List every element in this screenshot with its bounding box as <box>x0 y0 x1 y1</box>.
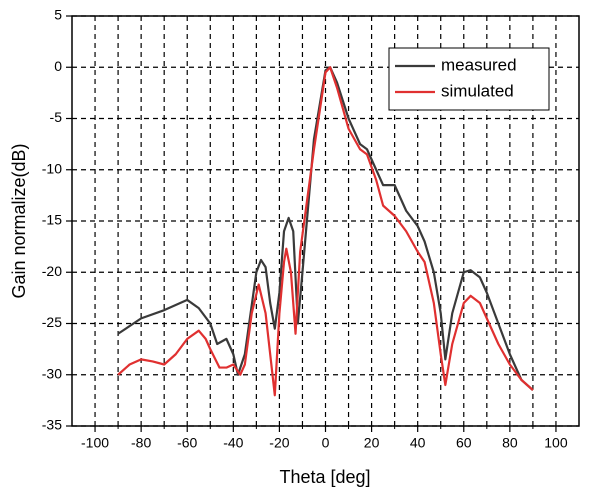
x-tick-label: 100 <box>544 435 568 451</box>
legend-label: measured <box>441 55 517 74</box>
x-tick-label: 0 <box>322 435 330 451</box>
y-tick-label: -35 <box>42 417 62 433</box>
x-tick-label: 20 <box>364 435 380 451</box>
y-tick-label: -15 <box>42 212 62 228</box>
data-line <box>117 66 534 397</box>
legend-label: simulated <box>441 81 514 100</box>
y-axis-label: Gain normalize(dB) <box>9 143 29 298</box>
legend-box <box>388 47 550 111</box>
y-tick-label: -10 <box>42 160 62 176</box>
x-tick-label: 40 <box>410 435 426 451</box>
x-axis-label: Theta [deg] <box>279 467 370 487</box>
y-tick-label: -30 <box>42 365 62 381</box>
y-tick-label: 5 <box>54 7 62 23</box>
data-line <box>117 66 534 391</box>
y-tick-label: -5 <box>50 109 63 125</box>
y-tick-label: -25 <box>42 314 62 330</box>
x-tick-label: -60 <box>177 435 197 451</box>
x-tick-label: -20 <box>269 435 289 451</box>
x-tick-label: -100 <box>81 435 109 451</box>
y-tick-label: -20 <box>42 263 62 279</box>
x-tick-label: -80 <box>131 435 151 451</box>
plot-frame <box>71 15 580 427</box>
x-tick-label: 80 <box>502 435 518 451</box>
x-tick-label: -40 <box>223 435 243 451</box>
x-tick-label: 60 <box>456 435 472 451</box>
y-tick-label: 0 <box>54 58 62 74</box>
